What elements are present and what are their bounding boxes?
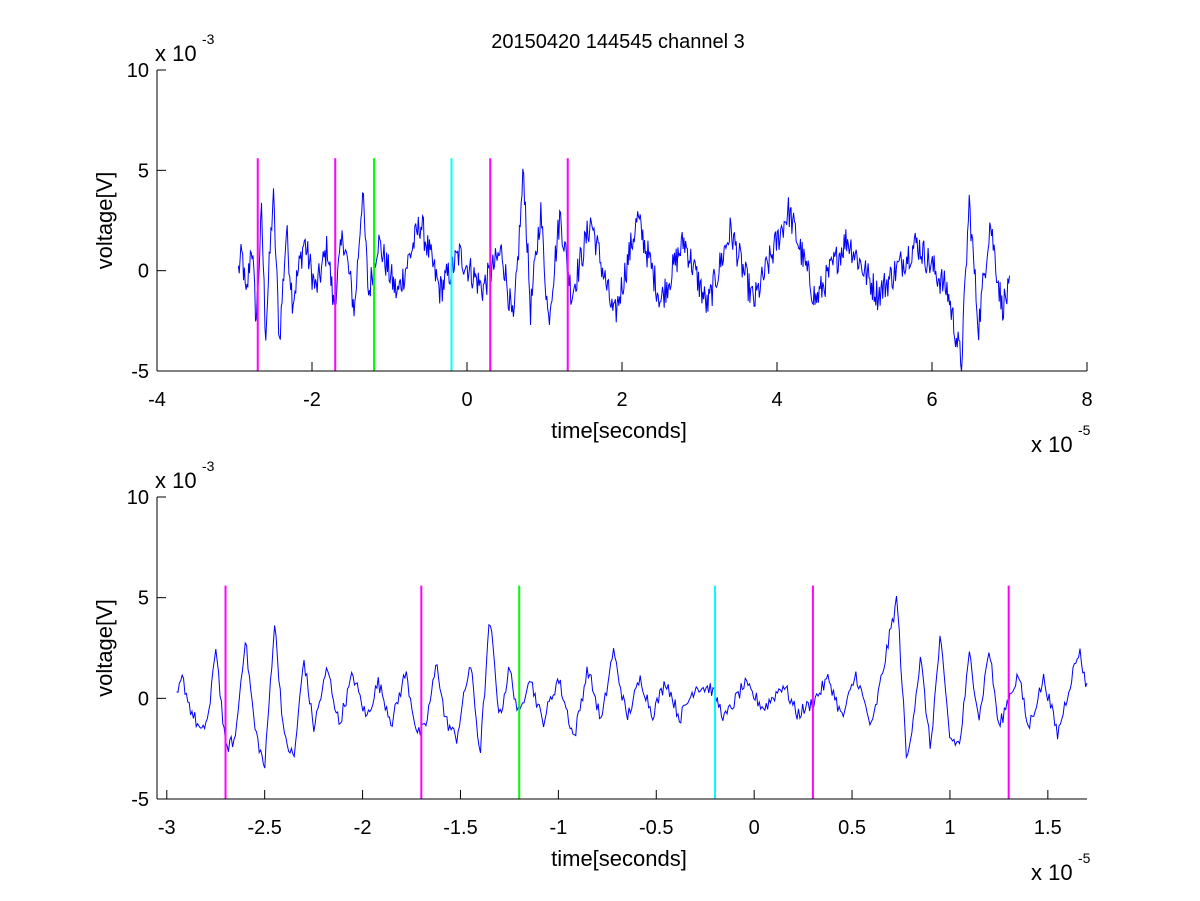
x-scale-multiplier: x 10 <box>1031 432 1073 457</box>
x-tick-label: -1 <box>549 817 567 839</box>
bottom-plot-panel: -3 -2.5 -2 -1.5 -1 -0.5 0 0.5 1 1.5 -5 0 5 10 time[sec… <box>92 458 1091 885</box>
x-scale-exponent: -5 <box>1078 850 1091 866</box>
y-axis-label: voltage[V] <box>92 599 117 697</box>
x-tick-label: -2 <box>303 389 321 411</box>
x-scale-exponent: -5 <box>1078 422 1091 438</box>
x-tick-label: -2.5 <box>247 817 281 839</box>
x-tick-label: -2 <box>354 817 372 839</box>
y-scale-multiplier: x 10 <box>155 41 197 66</box>
y-tick-label: 0 <box>138 261 149 283</box>
x-axis-label: time[seconds] <box>551 418 687 443</box>
y-tick-label: -5 <box>131 361 149 383</box>
y-tick-label: 5 <box>138 588 149 610</box>
y-scale-exponent: -3 <box>202 458 215 474</box>
y-axis-label: voltage[V] <box>92 172 117 270</box>
x-tick-label: -0.5 <box>639 817 673 839</box>
x-tick-label: -4 <box>148 389 166 411</box>
x-tick-label: 1 <box>944 817 955 839</box>
x-tick-label: 1.5 <box>1034 817 1062 839</box>
x-tick-label: 4 <box>771 389 782 411</box>
x-tick-label: -3 <box>158 817 176 839</box>
figure-title: 20150420 144545 channel 3 <box>491 31 745 53</box>
x-tick-label: 0 <box>461 389 472 411</box>
x-tick-label: 0.5 <box>838 817 866 839</box>
x-tick-label: 8 <box>1081 389 1092 411</box>
x-axis-label: time[seconds] <box>551 846 687 871</box>
x-tick-label: 6 <box>926 389 937 411</box>
top-plot-panel: -4 -2 0 2 4 6 8 -5 0 5 10 time[seconds] voltage[V] x … <box>92 31 1093 457</box>
y-tick-label: 0 <box>138 688 149 710</box>
x-tick-label: 0 <box>749 817 760 839</box>
x-tick-label: -1.5 <box>443 817 477 839</box>
signal-trace <box>176 596 1088 769</box>
x-tick-label: 2 <box>616 389 627 411</box>
x-scale-multiplier: x 10 <box>1031 860 1073 885</box>
signal-trace <box>237 168 1010 372</box>
y-tick-label: 5 <box>138 160 149 182</box>
y-tick-label: 10 <box>127 487 149 509</box>
y-tick-label: -5 <box>131 789 149 811</box>
y-scale-multiplier: x 10 <box>155 468 197 493</box>
y-tick-label: 10 <box>127 60 149 82</box>
y-scale-exponent: -3 <box>202 31 215 47</box>
